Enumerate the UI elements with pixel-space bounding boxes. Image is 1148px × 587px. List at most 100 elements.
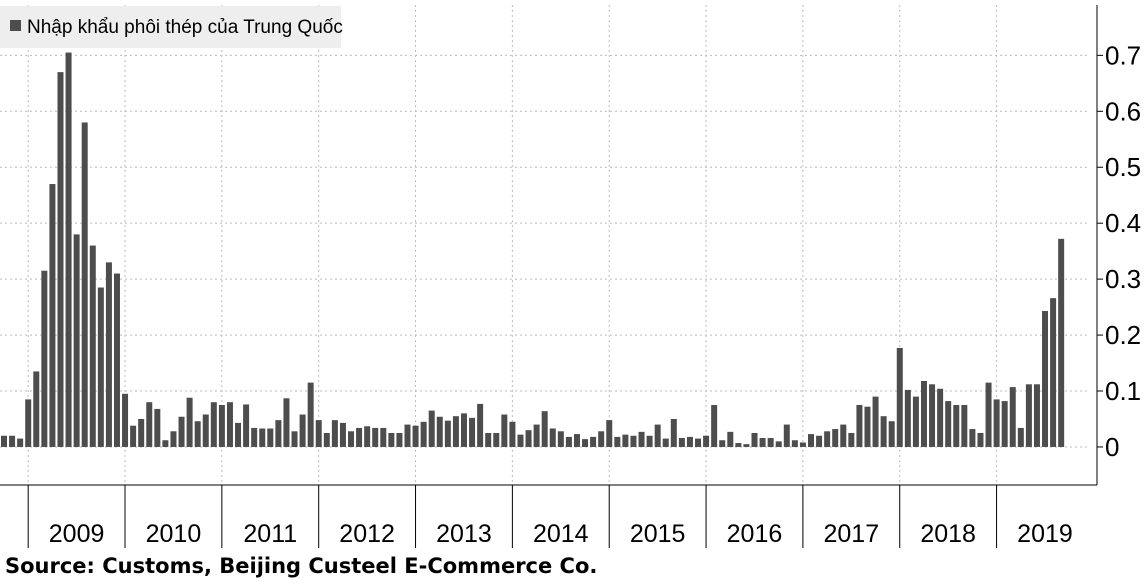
bar — [573, 434, 580, 447]
bar — [872, 396, 879, 447]
bar — [993, 399, 1000, 447]
bar — [1050, 298, 1057, 447]
bar — [235, 422, 242, 447]
bar — [565, 436, 572, 447]
bar — [17, 438, 24, 447]
bar — [57, 72, 64, 447]
bar — [969, 429, 976, 447]
bar — [372, 427, 379, 447]
bar — [380, 427, 387, 447]
bar — [477, 403, 484, 447]
bar — [937, 388, 944, 447]
y-tick-label: 0.3 — [1105, 264, 1141, 294]
bar — [315, 420, 322, 447]
y-tick-label: 0.7 — [1105, 40, 1141, 70]
bar — [428, 410, 435, 447]
bar — [218, 405, 225, 447]
bar — [1058, 238, 1065, 447]
bar — [920, 380, 927, 447]
bar — [243, 404, 250, 447]
x-tick-label: 2014 — [533, 520, 589, 548]
bar — [985, 382, 992, 447]
source: Source: Customs, Beijing Custeel E-Comme… — [5, 554, 597, 578]
bar — [549, 428, 556, 447]
bar — [791, 440, 798, 447]
bar — [912, 396, 919, 447]
bar — [339, 422, 346, 447]
bar — [162, 440, 169, 447]
bar — [388, 432, 395, 447]
bar — [582, 439, 589, 447]
bar — [517, 434, 524, 447]
bar — [799, 442, 806, 447]
bar — [703, 435, 710, 447]
bar — [65, 52, 72, 447]
bar — [961, 405, 968, 447]
x-tick-label: 2011 — [243, 520, 297, 548]
bar — [783, 424, 790, 447]
bar — [501, 414, 508, 447]
bar — [33, 371, 40, 447]
x-tick-label: 2009 — [49, 520, 105, 548]
y-tick-label: 0.1 — [1105, 376, 1141, 406]
bar — [291, 431, 298, 447]
bar — [138, 418, 145, 447]
x-tick-label: 2016 — [727, 520, 783, 548]
bar — [719, 440, 726, 447]
bar — [178, 416, 185, 447]
bar — [485, 432, 492, 447]
bar — [348, 431, 355, 447]
bar — [452, 416, 459, 447]
bar — [1033, 384, 1040, 447]
bar — [678, 438, 685, 447]
y-tick-label: 0.5 — [1105, 152, 1141, 182]
bar — [331, 420, 338, 447]
bar — [460, 413, 467, 447]
bar — [267, 428, 274, 447]
bar — [896, 347, 903, 447]
bar — [509, 421, 516, 447]
bar — [170, 431, 177, 447]
x-tick-label: 2019 — [1017, 520, 1073, 548]
bar — [1042, 311, 1049, 447]
bar — [113, 273, 120, 447]
bar — [751, 432, 758, 447]
x-tick-label: 2018 — [920, 520, 976, 548]
bar — [89, 245, 96, 447]
bar — [73, 234, 80, 447]
bar — [420, 421, 427, 447]
bar — [404, 424, 411, 447]
y-tick-label: 0 — [1105, 432, 1119, 462]
bar — [695, 438, 702, 447]
bar — [1, 435, 7, 447]
bar — [396, 432, 403, 447]
bar — [41, 270, 48, 447]
x-tick-label: 2010 — [146, 520, 202, 548]
bar — [541, 411, 548, 447]
bar — [202, 414, 209, 447]
bar — [557, 431, 564, 447]
bar — [662, 438, 669, 447]
bar — [469, 417, 476, 447]
bar — [81, 122, 88, 447]
bar — [9, 435, 16, 447]
bar — [283, 398, 290, 447]
legend-box — [0, 6, 341, 48]
bar — [630, 435, 637, 447]
bar — [122, 393, 129, 447]
legend-label: Nhập khẩu phôi thép của Trung Quốc — [27, 17, 343, 38]
bar — [775, 441, 782, 447]
legend-swatch — [10, 20, 21, 31]
bar — [953, 405, 960, 447]
bar — [154, 408, 161, 447]
bar — [275, 420, 282, 447]
bar — [598, 431, 605, 447]
bar — [1009, 387, 1016, 447]
x-tick-label: 2015 — [630, 520, 686, 548]
bar — [824, 431, 831, 447]
bar — [848, 432, 855, 447]
bar — [49, 184, 56, 447]
bar — [711, 405, 718, 447]
bar — [622, 434, 629, 447]
